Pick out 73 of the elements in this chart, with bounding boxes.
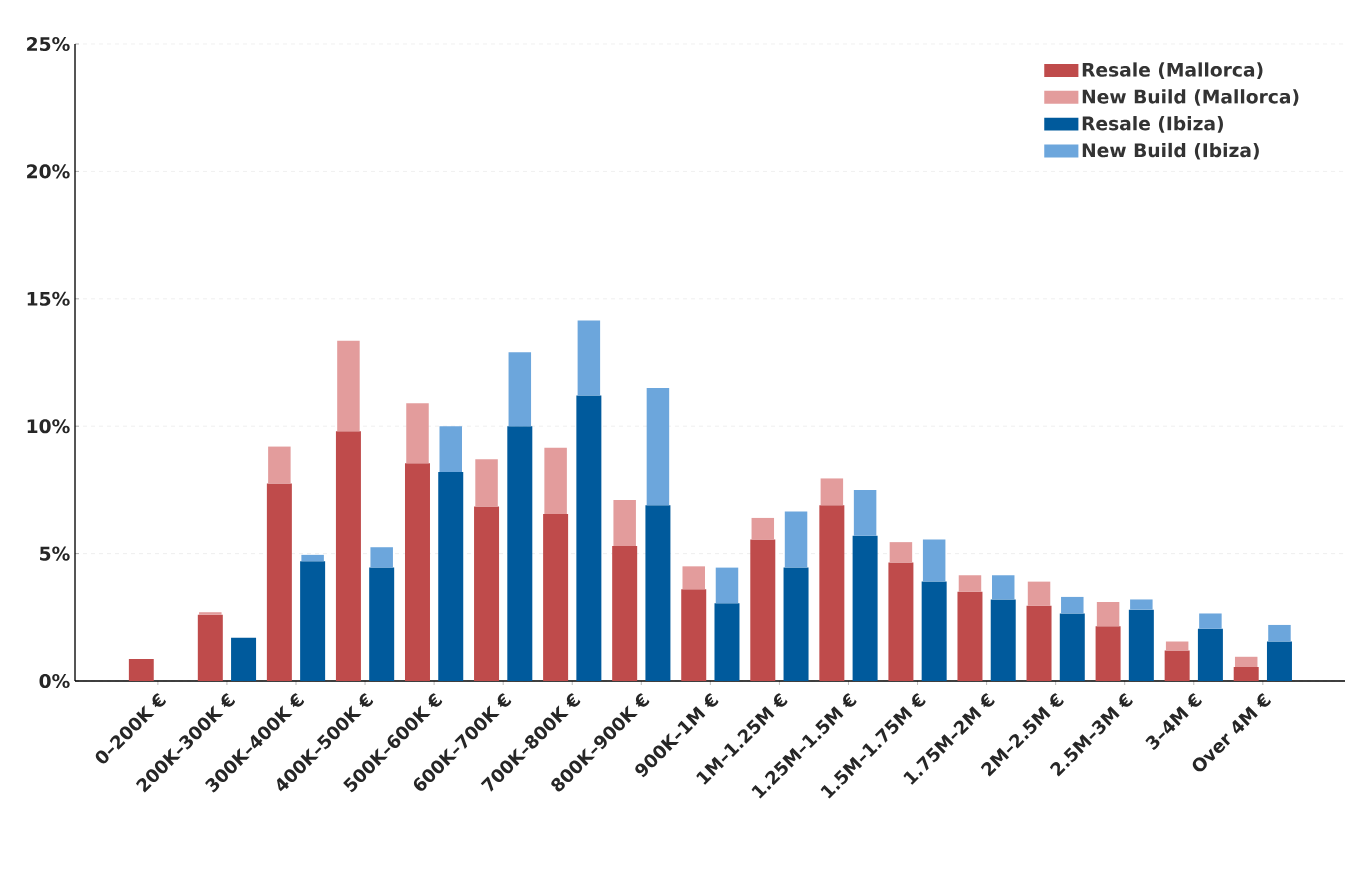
bar <box>1130 599 1153 610</box>
bar <box>266 483 292 681</box>
y-tick-label: 0% <box>39 673 70 689</box>
bar <box>784 511 808 568</box>
bar <box>646 387 670 506</box>
bar <box>820 478 844 506</box>
y-tick-label: 20% <box>27 164 70 179</box>
bar <box>1095 626 1121 681</box>
bar <box>714 603 740 681</box>
bar <box>889 542 913 563</box>
legend-label: New Build (Mallorca) <box>1082 89 1299 106</box>
bar <box>475 459 498 507</box>
bar <box>852 535 878 681</box>
bar <box>474 506 500 681</box>
bar <box>1233 666 1259 681</box>
bar <box>335 431 361 681</box>
bar <box>750 539 776 681</box>
bar <box>404 463 430 681</box>
y-tick-label: 25% <box>27 36 70 52</box>
bar <box>507 426 533 681</box>
bar <box>1026 605 1052 681</box>
legend-label: Resale (Ibiza) <box>1082 116 1223 133</box>
bar <box>543 514 569 681</box>
bar <box>301 554 324 562</box>
y-tick-label: 10% <box>27 419 70 434</box>
bar <box>1197 628 1223 681</box>
bar <box>508 352 532 427</box>
bar <box>1027 581 1051 606</box>
bar <box>1234 656 1258 667</box>
legend-label: Resale (Mallorca) <box>1082 62 1263 79</box>
bar <box>128 659 154 681</box>
bar <box>853 489 877 536</box>
bar <box>682 566 705 590</box>
bar <box>888 562 914 681</box>
bar <box>439 426 462 473</box>
bar <box>645 505 671 681</box>
bar <box>613 500 636 546</box>
bar <box>337 340 360 432</box>
bar <box>783 567 809 681</box>
bar <box>268 446 291 484</box>
bar <box>369 567 395 681</box>
bar <box>1164 650 1190 681</box>
bar <box>406 403 429 464</box>
bar <box>1199 613 1222 629</box>
bar <box>1266 641 1292 681</box>
bar <box>576 395 602 681</box>
bar <box>991 575 1015 600</box>
bar <box>715 567 739 604</box>
bar <box>1061 596 1084 614</box>
bar <box>922 539 946 582</box>
bar <box>751 517 775 540</box>
bar <box>681 589 707 681</box>
bar <box>1059 613 1085 681</box>
bar <box>231 637 257 681</box>
legend-label: New Build (Ibiza) <box>1082 142 1259 160</box>
bar <box>300 561 326 681</box>
bar <box>197 614 223 681</box>
bar <box>544 447 567 515</box>
bar <box>1268 624 1291 642</box>
bar <box>819 505 845 681</box>
y-tick-label: 5% <box>40 546 70 561</box>
bar <box>612 545 638 681</box>
bar <box>1096 602 1120 627</box>
bar <box>957 591 983 681</box>
bar <box>370 547 393 568</box>
bar <box>438 472 464 681</box>
bar <box>1128 609 1154 681</box>
y-tick-label: 15% <box>27 291 70 306</box>
bar <box>577 320 601 396</box>
bar <box>921 581 947 681</box>
bar <box>199 612 222 615</box>
bar <box>990 599 1016 681</box>
bar <box>958 575 982 592</box>
